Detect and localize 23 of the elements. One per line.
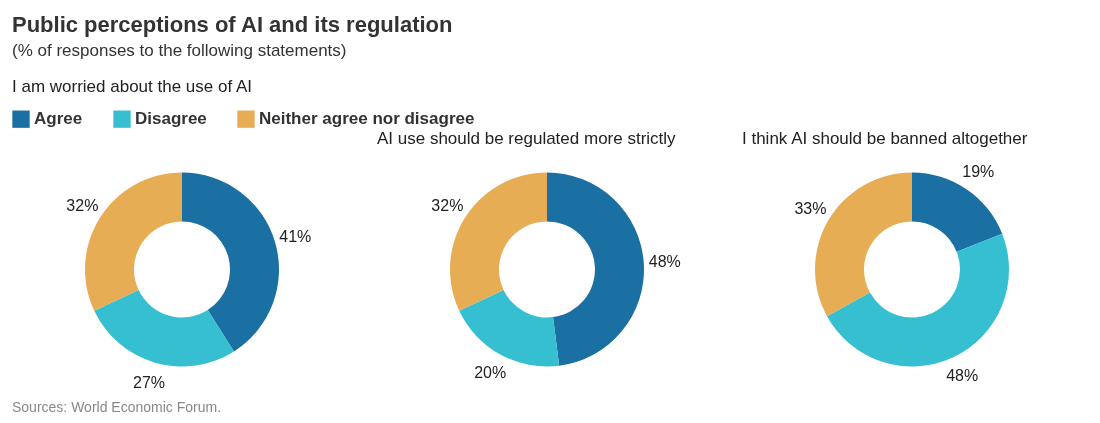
donut-slice: [459, 289, 560, 367]
chart-title: AI use should be regulated more strictly: [377, 129, 677, 148]
data-label: 48%: [946, 367, 979, 385]
source-note: Sources: World Economic Forum.: [12, 399, 222, 415]
data-label: 48%: [648, 253, 681, 271]
legend-label: Agree: [34, 109, 83, 129]
text: Public perceptions of AI and its regulation: [12, 12, 453, 37]
donut-slice: [94, 289, 234, 367]
data-label: 41%: [279, 227, 312, 245]
chart-title: I think AI should be banned altogether: [742, 129, 1028, 148]
data-label: 19%: [962, 162, 995, 180]
text: (% of responses to the following statements): [12, 41, 347, 60]
chart-title: I am worried about the use of AI: [12, 77, 253, 96]
data-label: 33%: [794, 200, 827, 218]
data-label: 27%: [133, 373, 166, 391]
donut-slice: [547, 172, 644, 366]
data-label: 20%: [474, 363, 507, 381]
data-label: 32%: [431, 197, 464, 215]
data-label: 32%: [66, 197, 99, 215]
donut-slice: [827, 233, 1009, 367]
legend-label: Neither agree nor disagree: [259, 109, 475, 129]
legend-label: Disagree: [135, 109, 207, 129]
donut-slice: [182, 172, 279, 352]
